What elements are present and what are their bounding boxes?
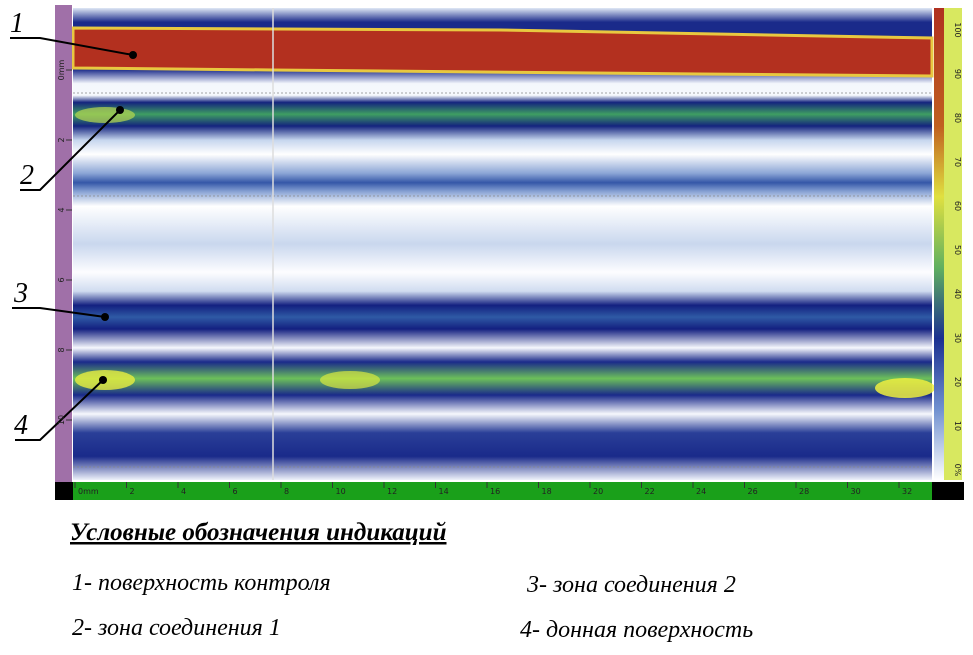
callout-label: 2 bbox=[20, 160, 34, 191]
hotspot bbox=[875, 378, 935, 398]
scan-label: 26 bbox=[748, 487, 758, 496]
scan-label: 2 bbox=[130, 487, 135, 496]
scan-label: 22 bbox=[645, 487, 655, 496]
scan-label: 0mm bbox=[78, 487, 99, 496]
scan-label: 18 bbox=[542, 487, 552, 496]
legend-item: 4- донная поверхность bbox=[520, 617, 753, 643]
depth-ruler bbox=[55, 5, 72, 482]
scan-label: 30 bbox=[851, 487, 861, 496]
depth-label: 4 bbox=[57, 207, 66, 212]
scan-label: 16 bbox=[490, 487, 500, 496]
scale-label: 90 bbox=[953, 69, 962, 79]
scan-label: 4 bbox=[181, 487, 186, 496]
corner bbox=[932, 482, 964, 500]
legend-item: 1- поверхность контроля bbox=[72, 570, 331, 596]
callout-dots bbox=[99, 51, 137, 384]
scan-label: 8 bbox=[284, 487, 289, 496]
depth-label: 8 bbox=[57, 347, 66, 352]
legend-title: Условные обозначения индикаций bbox=[70, 519, 447, 546]
scale-label: 10 bbox=[953, 421, 962, 431]
scale-label: 100 bbox=[953, 22, 962, 37]
callout-label: 4 bbox=[14, 410, 28, 441]
scale-label: 30 bbox=[953, 333, 962, 343]
depth-label: 0mm bbox=[57, 59, 66, 80]
scale-label: 70 bbox=[953, 157, 962, 167]
depth-label: 2 bbox=[57, 137, 66, 142]
scale-label: 0% bbox=[953, 464, 962, 477]
scan-ruler bbox=[55, 482, 932, 500]
surface-echo bbox=[71, 26, 934, 78]
corner bbox=[55, 482, 73, 500]
scan-label: 20 bbox=[593, 487, 603, 496]
scan-label: 24 bbox=[696, 487, 706, 496]
callout-label: 3 bbox=[13, 278, 28, 309]
hotspot bbox=[320, 371, 380, 389]
legend-item: 3- зона соединения 2 bbox=[526, 572, 736, 598]
scale-label: 40 bbox=[953, 289, 962, 299]
scale-ruler bbox=[944, 8, 962, 480]
scan-label: 10 bbox=[336, 487, 346, 496]
scan-label: 14 bbox=[439, 487, 449, 496]
color-scale bbox=[934, 8, 944, 480]
legend-item: 2- зона соединения 1 bbox=[72, 615, 281, 641]
callout-label: 1 bbox=[10, 8, 24, 39]
gates bbox=[73, 92, 932, 468]
depth-label: 10 bbox=[57, 415, 66, 425]
depth-label: 6 bbox=[57, 277, 66, 282]
scan-label: 12 bbox=[387, 487, 397, 496]
scale-label: 80 bbox=[953, 113, 962, 123]
scan-label: 28 bbox=[799, 487, 809, 496]
scan-label: 6 bbox=[233, 487, 238, 496]
scale-label: 20 bbox=[953, 377, 962, 387]
hotspot bbox=[75, 107, 135, 123]
callout-lines bbox=[10, 37, 134, 441]
scale-label: 60 bbox=[953, 201, 962, 211]
b-scan bbox=[73, 8, 932, 480]
scan-label: 32 bbox=[902, 487, 912, 496]
scale-label: 50 bbox=[953, 245, 962, 255]
